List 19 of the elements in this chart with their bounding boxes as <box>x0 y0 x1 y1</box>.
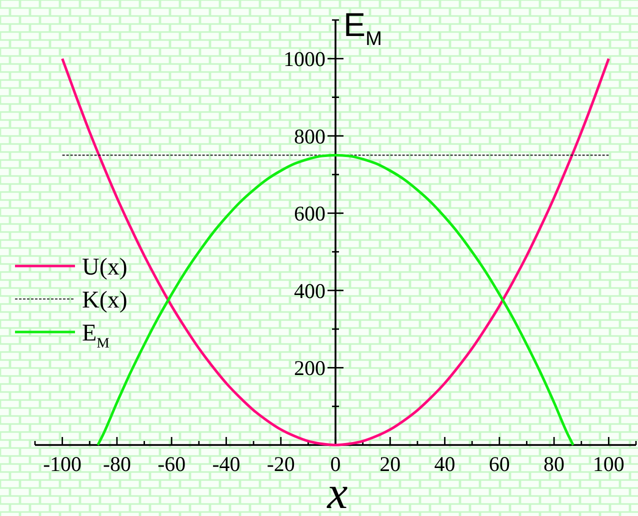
y-tick-label: 400 <box>294 278 326 303</box>
y-tick-label: 200 <box>294 356 326 380</box>
y-tick-label: 600 <box>294 202 326 226</box>
x-tick-label: -20 <box>266 452 295 476</box>
y-tick-label: 800 <box>294 124 326 148</box>
legend-label: E$_{M}$ <box>82 320 110 352</box>
x-tick-label: 60 <box>488 452 510 476</box>
x-tick-label: -40 <box>212 452 240 476</box>
x-tick-label: 80 <box>544 452 565 476</box>
x-tick-label: 100 <box>592 452 624 476</box>
legend-label: K(x) <box>82 287 128 314</box>
y-axis-title: E$_{M}$ <box>344 6 382 50</box>
legend-label: U(x) <box>82 254 128 280</box>
x-tick-label: 40 <box>434 452 456 476</box>
x-tick-label: -60 <box>158 452 186 476</box>
x-tick-label: -80 <box>102 452 131 476</box>
y-tick-label: 1000 <box>284 46 326 71</box>
x-tick-label: 20 <box>380 452 401 476</box>
x-tick-label: -100 <box>43 452 82 476</box>
